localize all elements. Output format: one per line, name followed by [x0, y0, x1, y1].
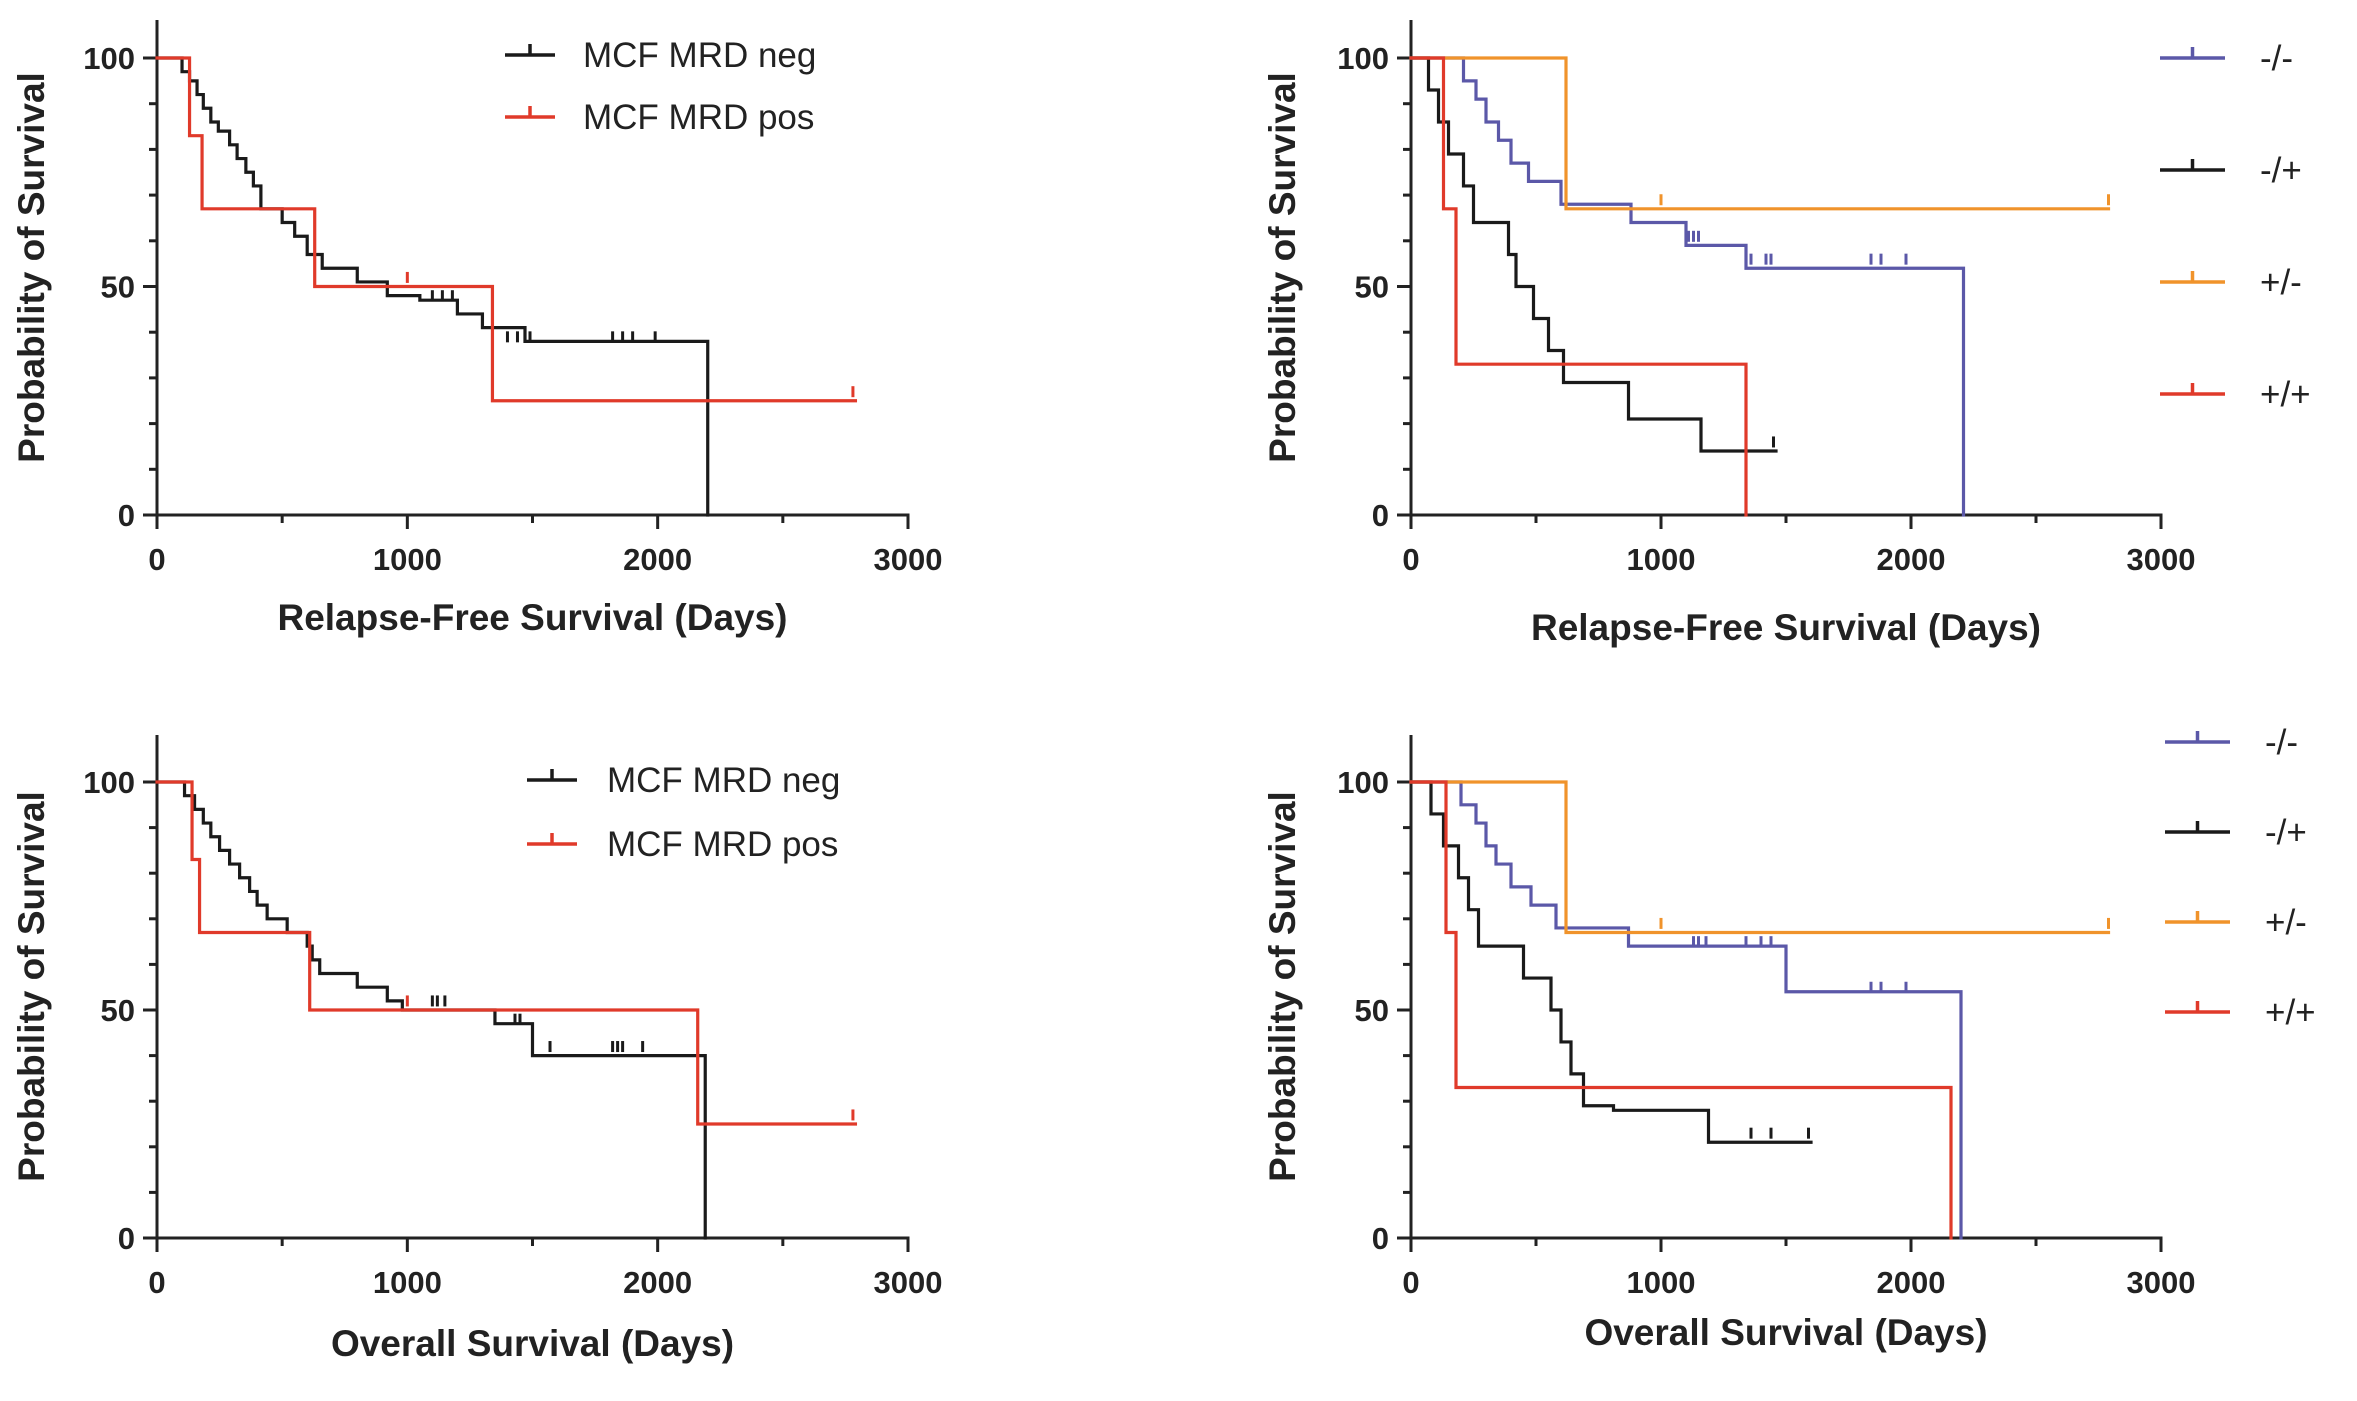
- y-tick-label: 100: [83, 765, 135, 800]
- y-tick-label: 50: [1355, 270, 1389, 305]
- x-tick-label: 0: [1402, 1265, 1419, 1300]
- legend-label: -/+: [2260, 151, 2302, 190]
- x-axis-title: Overall Survival (Days): [1584, 1312, 1987, 1353]
- y-tick-label: 0: [1372, 1221, 1389, 1256]
- series-2: [155, 780, 858, 1126]
- series-2: [1409, 56, 1778, 453]
- legend-label: +/+: [2260, 375, 2311, 414]
- legend-label: MCF MRD neg: [583, 36, 816, 75]
- survival-curve: [155, 780, 858, 1126]
- x-tick-label: 1000: [1627, 1265, 1696, 1300]
- series-4: [1409, 56, 1748, 517]
- legend-label: MCF MRD pos: [583, 98, 814, 137]
- legend-label: -/-: [2265, 723, 2298, 762]
- x-tick-label: 2000: [623, 1265, 692, 1300]
- x-tick-label: 1000: [373, 1265, 442, 1300]
- x-tick-label: 3000: [2127, 1265, 2196, 1300]
- y-tick-label: 0: [118, 498, 135, 533]
- x-axis-title: Relapse-Free Survival (Days): [277, 597, 787, 638]
- x-tick-label: 3000: [874, 1265, 943, 1300]
- y-tick-label: 50: [1355, 993, 1389, 1028]
- series-1: [155, 780, 707, 1240]
- legend-label: MCF MRD neg: [607, 761, 840, 800]
- x-tick-label: 3000: [874, 542, 943, 577]
- survival-curve: [155, 56, 858, 403]
- survival-curve: [1409, 56, 1778, 453]
- y-tick-label: 0: [118, 1221, 135, 1256]
- x-tick-label: 0: [148, 542, 165, 577]
- x-tick-label: 2000: [1877, 542, 1946, 577]
- series-1: [1409, 56, 1966, 517]
- legend-label: -/+: [2265, 813, 2307, 852]
- y-tick-label: 0: [1372, 498, 1389, 533]
- y-tick-label: 100: [83, 41, 135, 76]
- y-axis-title: Probability of Survival: [11, 72, 52, 463]
- x-tick-label: 1000: [1627, 542, 1696, 577]
- x-tick-label: 0: [148, 1265, 165, 1300]
- legend-label: +/-: [2265, 903, 2307, 942]
- survival-curve: [1409, 56, 1966, 517]
- x-tick-label: 1000: [373, 542, 442, 577]
- y-tick-label: 50: [101, 993, 135, 1028]
- legend-label: +/+: [2265, 993, 2316, 1032]
- survival-curve: [1409, 56, 2111, 211]
- y-axis-title: Probability of Survival: [11, 791, 52, 1182]
- x-tick-label: 2000: [623, 542, 692, 577]
- x-tick-label: 2000: [1877, 1265, 1946, 1300]
- legend-label: +/-: [2260, 263, 2302, 302]
- legend-label: -/-: [2260, 39, 2293, 78]
- series-1: [1409, 780, 1963, 1240]
- y-tick-label: 50: [101, 270, 135, 305]
- x-tick-label: 0: [1402, 542, 1419, 577]
- series-3: [1409, 56, 2111, 211]
- legend: -/- -/+ +/- +/+: [2165, 723, 2316, 1032]
- y-tick-label: 100: [1337, 765, 1389, 800]
- y-tick-label: 100: [1337, 41, 1389, 76]
- survival-curve: [1409, 780, 1953, 1240]
- survival-curve: [1409, 780, 1963, 1240]
- survival-curve: [1409, 780, 2111, 935]
- y-axis-title: Probability of Survival: [1262, 72, 1303, 463]
- x-axis-title: Overall Survival (Days): [331, 1323, 734, 1364]
- series-4: [1409, 780, 1953, 1240]
- legend-label: MCF MRD pos: [607, 825, 838, 864]
- x-tick-label: 3000: [2127, 542, 2196, 577]
- y-axis-title: Probability of Survival: [1262, 791, 1303, 1182]
- legend: MCF MRD neg MCF MRD pos: [505, 36, 816, 137]
- legend: MCF MRD neg MCF MRD pos: [527, 761, 840, 864]
- x-axis-title: Relapse-Free Survival (Days): [1531, 607, 2041, 648]
- survival-curve: [1409, 56, 1748, 517]
- legend: -/- -/+ +/- +/+: [2160, 39, 2311, 414]
- series-3: [1409, 780, 2111, 935]
- series-2: [155, 56, 858, 403]
- survival-curve: [155, 780, 707, 1240]
